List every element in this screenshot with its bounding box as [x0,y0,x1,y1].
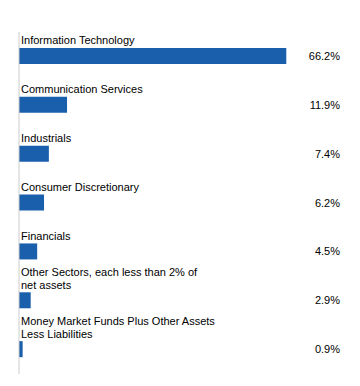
svg-text:6.2%: 6.2% [315,197,340,209]
svg-text:0.9%: 0.9% [315,343,340,355]
svg-text:Information Technology: Information Technology [21,34,135,46]
svg-text:7.4%: 7.4% [315,148,340,160]
svg-text:2.9%: 2.9% [315,294,340,306]
svg-text:Other Sectors, each less than: Other Sectors, each less than 2% ofnet a… [21,266,198,291]
svg-text:Money Market Funds Plus Other: Money Market Funds Plus Other AssetsLess… [21,315,215,340]
svg-text:66.2%: 66.2% [309,50,340,62]
svg-text:Industrials: Industrials [21,132,72,144]
svg-text:Financials: Financials [21,230,71,242]
svg-text:11.9%: 11.9% [310,99,341,111]
svg-text:Consumer Discretionary: Consumer Discretionary [21,181,139,193]
svg-text:4.5%: 4.5% [315,245,340,257]
svg-text:Communication Services: Communication Services [21,83,143,95]
